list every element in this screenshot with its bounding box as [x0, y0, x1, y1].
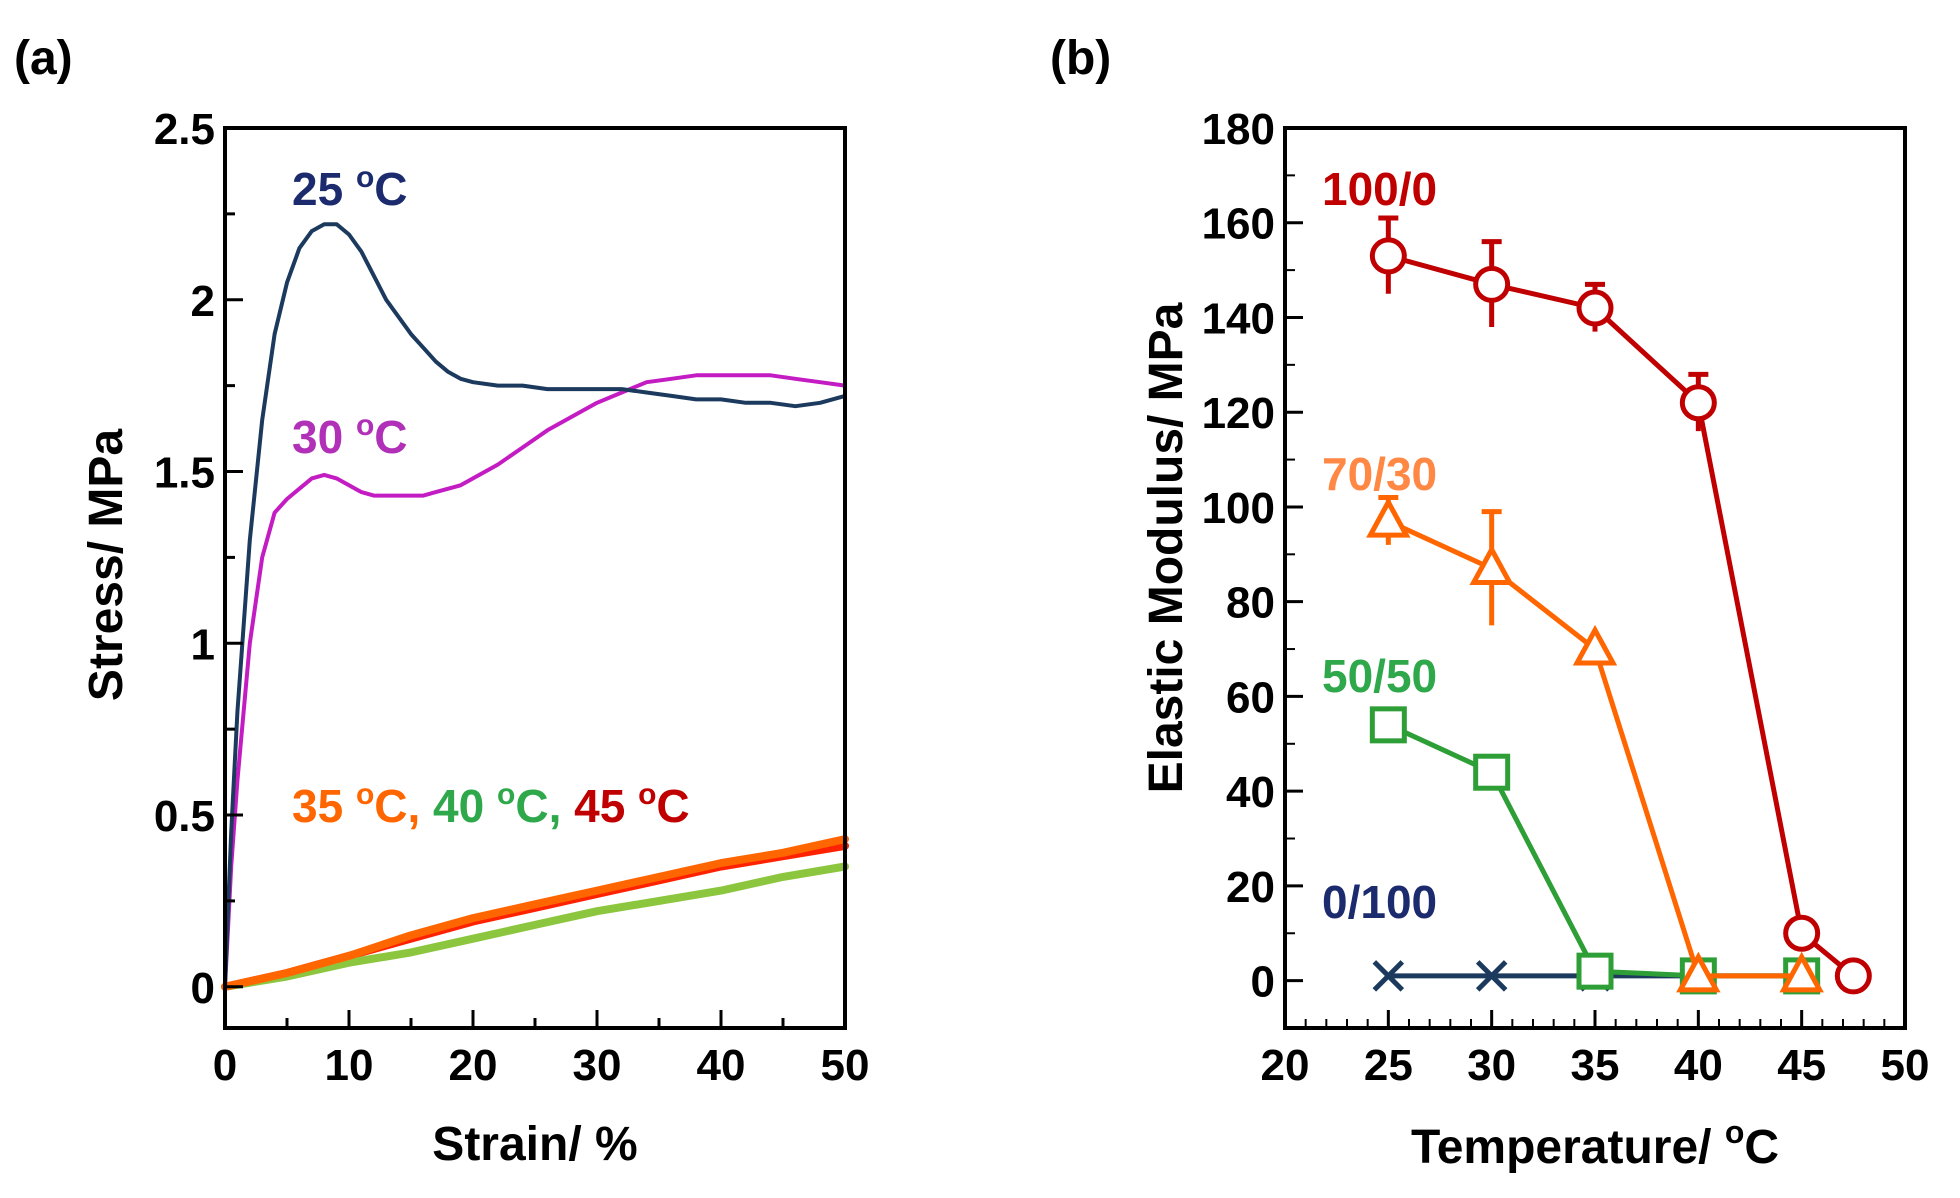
y-tick-label: 0.5 — [154, 792, 215, 841]
y-tick-label: 120 — [1202, 389, 1275, 438]
x-tick-label: 45 — [1777, 1041, 1826, 1090]
x-tick-label: 25 — [1364, 1041, 1413, 1090]
x-tick-label: 50 — [821, 1041, 870, 1090]
x-tick-label: 40 — [697, 1041, 746, 1090]
panel-a: (a) 0 10 20 30 40 50 0 0.5 1 1.5 2 2.5 Strain/ % St… — [14, 32, 869, 1171]
x-tick-label: 20 — [449, 1041, 498, 1090]
data-point-circle — [1783, 914, 1821, 952]
legend-label-70-30: 70/30 — [1322, 448, 1437, 500]
x-tick-label: 35 — [1571, 1041, 1620, 1090]
series-100-0 — [1369, 215, 1872, 995]
x-tick-label: 20 — [1261, 1041, 1310, 1090]
panel-a-x-axis-label: Strain/ % — [432, 1118, 637, 1171]
y-tick-label: 0 — [1251, 958, 1275, 1007]
data-point-circle — [1473, 265, 1511, 303]
y-tick-label: 2 — [191, 277, 215, 326]
panel-b-series — [1366, 215, 1872, 995]
annotation-25C: 25 oC — [292, 161, 408, 215]
panel-b-label: (b) — [1050, 32, 1111, 85]
data-point-triangle — [1366, 496, 1411, 538]
y-tick-label: 160 — [1202, 200, 1275, 249]
data-point-triangle — [1469, 544, 1514, 586]
y-tick-label: 40 — [1226, 768, 1275, 817]
series-70-30-line — [1387, 518, 1802, 979]
y-tick-label: 20 — [1226, 863, 1275, 912]
panel-a-y-axis-label: Stress/ MPa — [80, 429, 133, 701]
data-point-x — [1372, 960, 1405, 992]
y-tick-label: 180 — [1202, 105, 1275, 154]
panel-b-x-axis-label: Temperature/ oC — [1411, 1114, 1779, 1174]
y-tick-label: 60 — [1226, 673, 1275, 722]
panel-b-y-axis-label: Elastic Modulus/ MPa — [1140, 302, 1193, 793]
data-point-circle — [1576, 289, 1614, 327]
y-tick-label: 1 — [191, 620, 215, 669]
panel-b: (b) 20 25 30 35 40 45 50 0 20 40 60 80 100 120 140 160 1… — [1050, 32, 1929, 1174]
series-50-50 — [1369, 706, 1821, 995]
y-tick-label: 0 — [191, 964, 215, 1013]
series-40C-line — [221, 862, 849, 991]
panel-a-curves — [221, 222, 849, 991]
series-70-30 — [1366, 494, 1824, 993]
panel-b-ticks: 20 25 30 35 40 45 50 0 20 40 60 80 100 120 140 160 180 — [1202, 105, 1930, 1090]
x-tick-label: 30 — [573, 1041, 622, 1090]
data-point-circle — [1679, 384, 1717, 422]
x-tick-label: 0 — [213, 1041, 237, 1090]
legend-label-0-100: 0/100 — [1322, 876, 1437, 928]
series-100-0-line — [1387, 253, 1855, 978]
y-tick-label: 1.5 — [154, 449, 215, 498]
data-point-square — [1369, 706, 1407, 744]
y-tick-label: 2.5 — [154, 105, 215, 154]
panel-a-plot-frame — [223, 126, 847, 1030]
series-30C-line — [223, 373, 847, 989]
data-point-triangle — [1779, 951, 1824, 993]
data-point-circle — [1834, 957, 1872, 995]
panel-a-ticks: 0 10 20 30 40 50 0 0.5 1 1.5 2 2.5 — [154, 105, 870, 1090]
y-tick-label: 100 — [1202, 484, 1275, 533]
x-tick-label: 40 — [1674, 1041, 1723, 1090]
data-point-square — [1473, 753, 1511, 791]
legend-label-50-50: 50/50 — [1322, 650, 1437, 702]
y-tick-label: 80 — [1226, 579, 1275, 628]
legend-label-100-0: 100/0 — [1322, 163, 1437, 215]
series-50-50-line — [1387, 722, 1802, 979]
annotation-30C: 30 oC — [292, 409, 408, 463]
panel-a-label: (a) — [14, 32, 73, 85]
data-point-x — [1475, 960, 1508, 992]
data-point-square — [1576, 952, 1614, 990]
series-35C-line — [221, 835, 849, 991]
y-tick-label: 140 — [1202, 294, 1275, 343]
x-tick-label: 50 — [1881, 1041, 1930, 1090]
data-point-circle — [1369, 237, 1407, 275]
annotation-35-40-45C: 35 oC, 40 oC, 45 oC — [292, 778, 690, 832]
data-point-triangle — [1676, 951, 1721, 993]
data-point-triangle — [1572, 624, 1618, 666]
x-tick-label: 30 — [1467, 1041, 1516, 1090]
x-tick-label: 10 — [325, 1041, 374, 1090]
series-25C-line — [223, 222, 847, 989]
